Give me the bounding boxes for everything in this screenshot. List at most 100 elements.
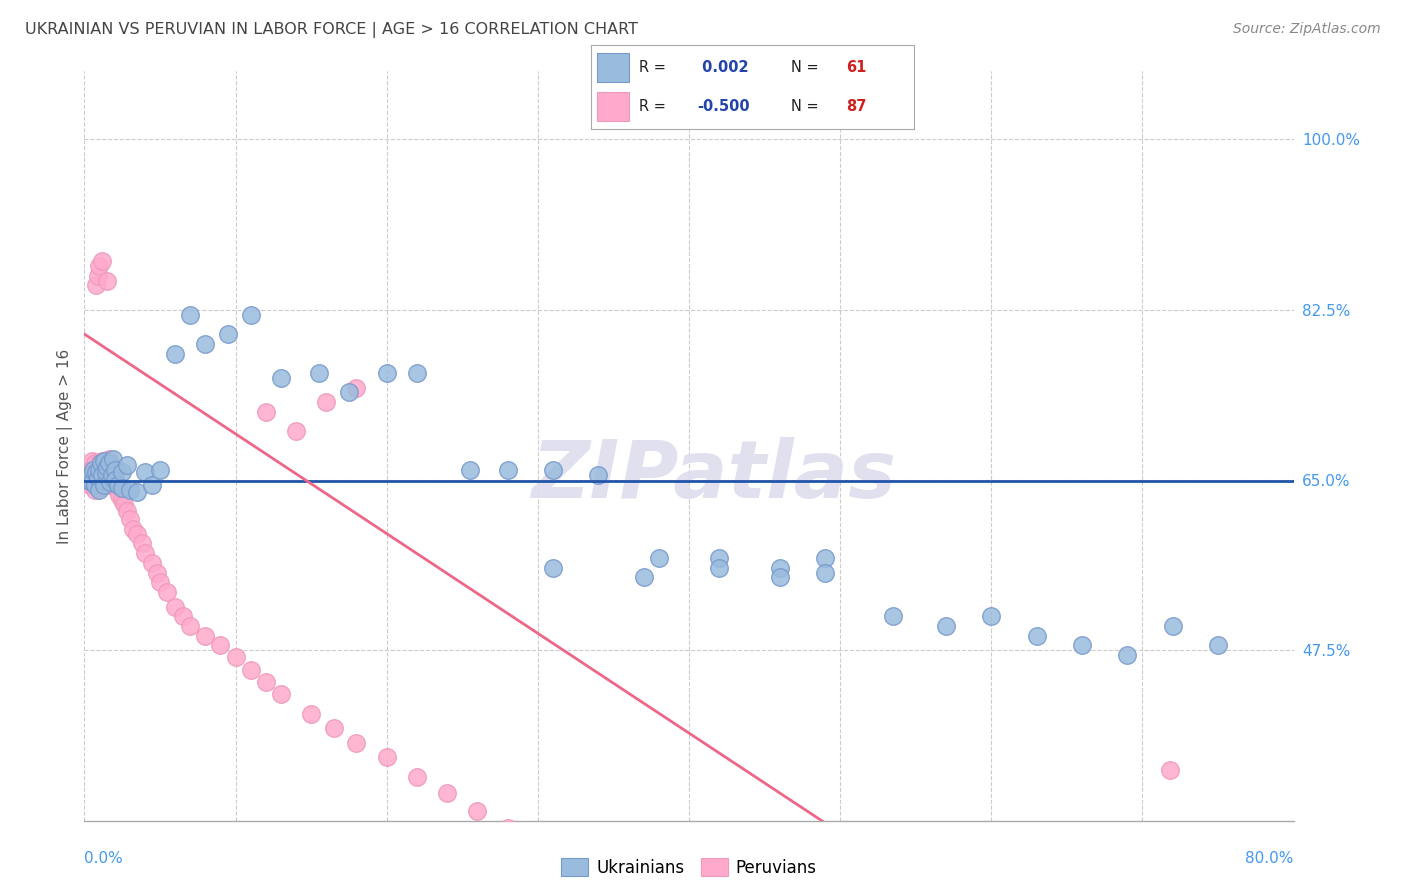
Point <box>96 460 118 475</box>
Point <box>104 478 127 492</box>
Point <box>86 478 108 492</box>
Point <box>98 475 121 489</box>
Point <box>87 475 110 489</box>
Point <box>882 609 904 624</box>
Point <box>1025 629 1047 643</box>
Point <box>111 465 134 479</box>
Point <box>346 736 368 750</box>
Point <box>131 536 153 550</box>
Bar <box>598 92 630 120</box>
Point <box>458 463 481 477</box>
Point <box>588 855 610 869</box>
Point <box>80 453 103 467</box>
Point <box>285 425 308 439</box>
Point <box>179 619 201 633</box>
Point <box>127 484 149 499</box>
Point <box>254 675 277 690</box>
Point <box>239 308 262 322</box>
Point <box>87 471 110 485</box>
Point <box>225 650 247 665</box>
Point <box>76 468 98 483</box>
Point <box>93 478 115 492</box>
Point <box>94 465 117 479</box>
Point <box>77 463 100 477</box>
Point <box>97 478 120 492</box>
Text: N =: N = <box>792 60 824 75</box>
Point <box>633 570 655 584</box>
Point <box>89 456 111 470</box>
Point <box>156 585 179 599</box>
Point <box>97 456 120 470</box>
Point <box>1159 763 1181 777</box>
Point <box>89 259 111 273</box>
Point <box>141 478 163 492</box>
Point <box>101 475 124 489</box>
Point <box>82 463 104 477</box>
Point <box>84 456 107 470</box>
Point <box>100 463 122 477</box>
Point <box>89 463 111 477</box>
Point <box>100 468 122 483</box>
Point <box>194 336 217 351</box>
Point <box>769 570 792 584</box>
Point <box>436 786 458 800</box>
Point <box>239 663 262 677</box>
Point <box>104 468 127 483</box>
Text: Source: ZipAtlas.com: Source: ZipAtlas.com <box>1233 22 1381 37</box>
Y-axis label: In Labor Force | Age > 16: In Labor Force | Age > 16 <box>58 349 73 543</box>
Point <box>79 468 101 483</box>
Point <box>86 465 108 479</box>
Point <box>89 468 111 483</box>
Point <box>90 475 112 489</box>
Point <box>709 560 731 574</box>
Point <box>94 468 117 483</box>
Text: N =: N = <box>792 99 824 114</box>
Point <box>541 463 564 477</box>
Point <box>79 478 101 492</box>
Text: ZIPatlas: ZIPatlas <box>530 437 896 515</box>
Point <box>90 463 112 477</box>
Point <box>91 468 114 483</box>
Point <box>101 461 124 475</box>
Point <box>165 346 187 360</box>
Point <box>101 451 124 466</box>
Point <box>111 492 134 507</box>
Point <box>93 463 115 477</box>
Point <box>146 566 169 580</box>
Point <box>315 395 337 409</box>
Point <box>91 254 114 268</box>
Point <box>94 456 117 470</box>
Point <box>254 405 277 419</box>
Point <box>337 385 360 400</box>
Point <box>308 366 330 380</box>
Point <box>814 566 837 580</box>
Point <box>709 550 731 565</box>
Point <box>648 877 671 891</box>
Point <box>96 463 118 477</box>
Point <box>118 512 141 526</box>
Point <box>86 465 108 479</box>
Text: R =: R = <box>638 60 671 75</box>
Point <box>406 366 429 380</box>
Point <box>406 770 429 784</box>
Point <box>496 822 519 836</box>
Point <box>588 468 610 483</box>
Point <box>980 609 1002 624</box>
Point <box>98 465 121 479</box>
Point <box>1116 648 1139 663</box>
Point <box>108 488 131 502</box>
Point <box>107 478 129 492</box>
Point <box>89 481 111 495</box>
Point <box>80 475 103 489</box>
Point <box>648 550 671 565</box>
Point <box>299 706 322 721</box>
Point <box>82 471 104 485</box>
Point <box>93 453 115 467</box>
Point <box>115 458 138 473</box>
Point <box>270 371 292 385</box>
Text: UKRAINIAN VS PERUVIAN IN LABOR FORCE | AGE > 16 CORRELATION CHART: UKRAINIAN VS PERUVIAN IN LABOR FORCE | A… <box>25 22 638 38</box>
Point <box>91 468 114 483</box>
Point <box>86 278 108 293</box>
Point <box>111 481 134 495</box>
Point <box>96 274 118 288</box>
